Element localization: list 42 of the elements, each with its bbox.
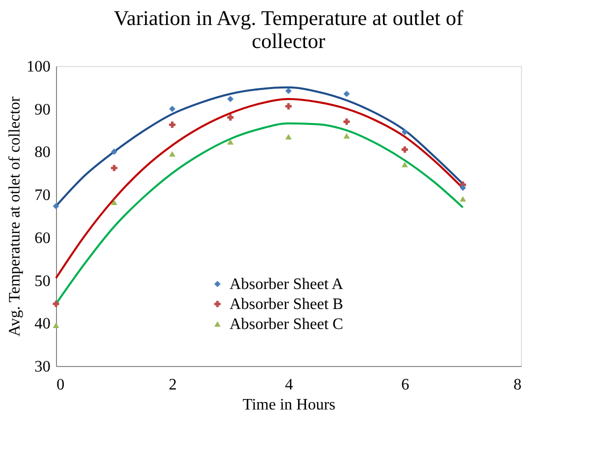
legend-label: Absorber Sheet A (229, 276, 344, 293)
x-axis-title: Time in Hours (242, 396, 336, 414)
point (169, 122, 176, 128)
point (402, 146, 408, 153)
point (110, 148, 118, 155)
point (343, 133, 350, 139)
point (460, 184, 466, 191)
point (110, 164, 118, 172)
point (52, 202, 60, 210)
legend-label: Absorber Sheet C (229, 316, 344, 333)
y-tick-label: 60 (34, 230, 50, 247)
x-tick-label: 2 (168, 376, 177, 394)
point (285, 134, 292, 140)
point (285, 103, 292, 110)
point (343, 118, 350, 125)
y-tick-label: 30 (34, 358, 50, 376)
chart-title: Variation in Avg. Temperature at outlet of collector (114, 6, 464, 53)
y-tick-label: 70 (34, 187, 50, 204)
y-tick-label: 90 (34, 101, 50, 118)
y-tick-label: 100 (26, 58, 50, 76)
x-tick-label: 6 (401, 376, 410, 394)
point (285, 88, 292, 94)
point (52, 322, 60, 328)
point (110, 200, 118, 206)
point (402, 128, 408, 136)
point (169, 151, 176, 157)
y-tick-label: 40 (34, 316, 50, 333)
x-tick-label: 0 (56, 376, 64, 394)
x-tick-label: 8 (514, 376, 522, 394)
point (169, 106, 176, 112)
point (460, 196, 466, 202)
y-tick-label: 50 (34, 272, 50, 290)
point (227, 139, 234, 145)
point (227, 96, 234, 102)
point (52, 300, 60, 308)
y-tick-label: 80 (34, 144, 50, 162)
point (343, 90, 350, 98)
x-tick-label: 4 (285, 376, 293, 394)
legend-label: Absorber Sheet B (229, 296, 344, 313)
y-axis-title: Avg. Temperature at otlet of collector (6, 96, 24, 336)
point (402, 162, 408, 168)
point (227, 114, 234, 121)
